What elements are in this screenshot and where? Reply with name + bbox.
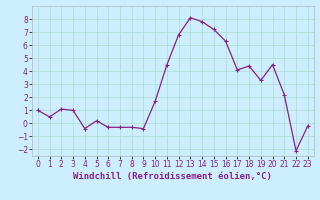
X-axis label: Windchill (Refroidissement éolien,°C): Windchill (Refroidissement éolien,°C) [73, 172, 272, 181]
